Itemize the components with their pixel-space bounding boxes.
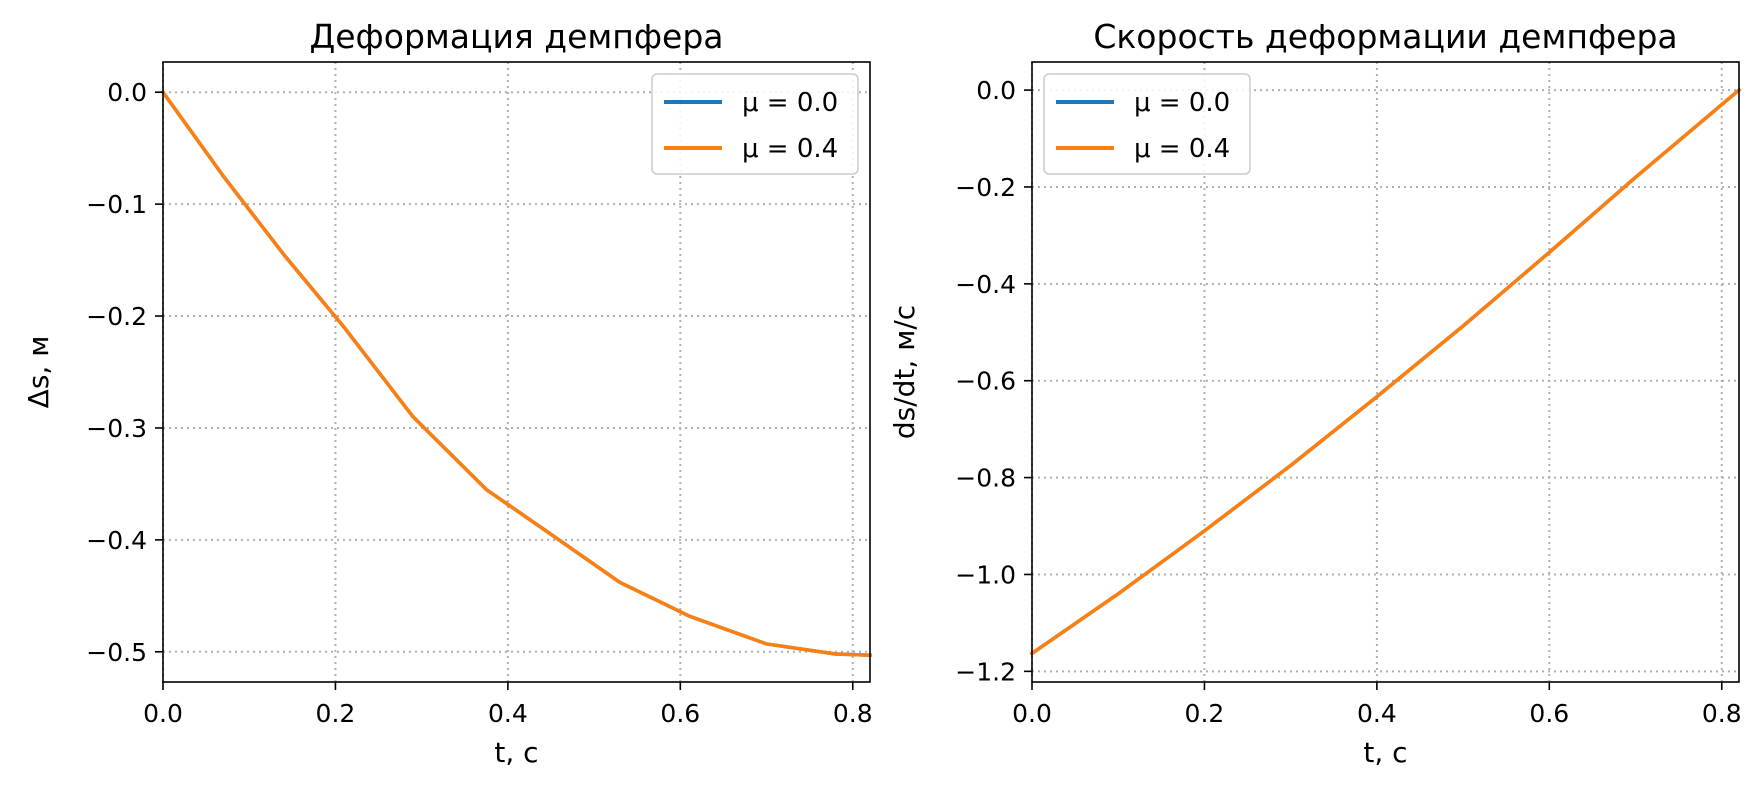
- x-tick-label-0: 0.0: [1012, 699, 1052, 728]
- y-tick-label-1: −0.1: [86, 190, 147, 219]
- x-tick-label-3: 0.6: [660, 699, 700, 728]
- legend-label-1: μ = 0.0: [742, 88, 838, 118]
- legend-label-1: μ = 0.0: [1134, 88, 1230, 118]
- y-tick-label-4: −0.4: [86, 526, 147, 555]
- legend-label-2: μ = 0.4: [742, 134, 838, 164]
- chart-title: Деформация демпфера: [309, 17, 723, 56]
- legend-label-2: μ = 0.4: [1134, 134, 1230, 164]
- y-tick-label-5: −0.5: [86, 638, 147, 667]
- y-tick-label-3: −0.3: [86, 414, 147, 443]
- x-tick-label-0: 0.0: [143, 699, 183, 728]
- x-tick-label-4: 0.8: [1702, 699, 1742, 728]
- axes-frame: [162, 61, 871, 683]
- chart-panel-1: 0.0 0.2 0.4 0.6 0.8 0.0 −0.1 −0.2 −0.3 −0.4 −0.5 Де…: [22, 17, 873, 769]
- x-tick-label-2: 0.4: [488, 699, 528, 728]
- y-tick-label-4: −0.8: [955, 464, 1016, 493]
- legend: μ = 0.0 μ = 0.4: [651, 73, 859, 175]
- y-tick-label-6: −1.2: [955, 657, 1016, 686]
- x-tick-label-1: 0.2: [1185, 699, 1225, 728]
- x-tick-label-2: 0.4: [1357, 699, 1397, 728]
- y-axis-label: Δs, м: [22, 336, 55, 409]
- x-tick-label-3: 0.6: [1529, 699, 1569, 728]
- y-axis-label: ds/dt, м/с: [888, 305, 921, 439]
- y-tick-label-2: −0.4: [955, 270, 1016, 299]
- chart-title: Скорость деформации демпфера: [1093, 17, 1677, 56]
- y-tick-label-2: −0.2: [86, 302, 147, 331]
- x-axis-label: t, с: [494, 736, 538, 769]
- y-tick-label-1: −0.2: [955, 173, 1016, 202]
- legend: μ = 0.0 μ = 0.4: [1043, 73, 1251, 175]
- y-tick-label-0: 0.0: [107, 78, 147, 107]
- series-line-2: [1029, 87, 1742, 656]
- series-line-2: [160, 89, 872, 657]
- y-tick-label-3: −0.6: [955, 367, 1016, 396]
- y-tick-label-5: −1.0: [955, 560, 1016, 589]
- x-tick-label-1: 0.2: [316, 699, 356, 728]
- x-tick-label-4: 0.8: [833, 699, 873, 728]
- y-tick-label-0: 0.0: [976, 76, 1016, 105]
- x-axis-label: t, с: [1363, 736, 1407, 769]
- axes-frame: [1031, 61, 1740, 683]
- chart-panel-2: 0.0 0.2 0.4 0.6 0.8 0.0 −0.2 −0.4 −0.6 −0.8 −1.0 −1…: [888, 17, 1742, 769]
